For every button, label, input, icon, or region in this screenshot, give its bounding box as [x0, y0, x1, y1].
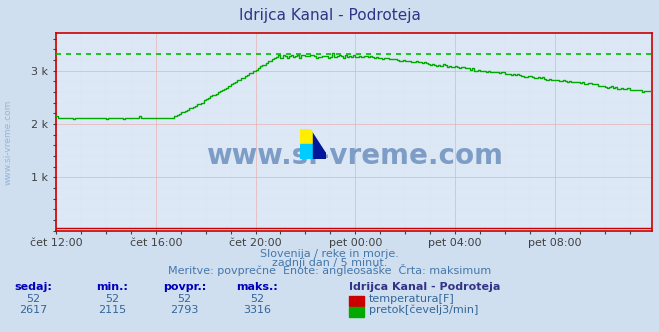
Text: sedaj:: sedaj: [14, 283, 52, 292]
Text: 52: 52 [177, 294, 192, 304]
Text: povpr.:: povpr.: [163, 283, 206, 292]
Text: min.:: min.: [96, 283, 128, 292]
Text: pretok[čevelj3/min]: pretok[čevelj3/min] [369, 304, 478, 315]
Text: Slovenija / reke in morje.: Slovenija / reke in morje. [260, 249, 399, 259]
Text: Idrijca Kanal - Podroteja: Idrijca Kanal - Podroteja [349, 283, 501, 292]
Text: 2793: 2793 [170, 305, 199, 315]
Bar [300, 129, 313, 144]
Text: 2617: 2617 [19, 305, 47, 315]
Text: 3316: 3316 [243, 305, 271, 315]
Text: 2115: 2115 [98, 305, 126, 315]
Text: 52: 52 [250, 294, 264, 304]
Polygon shape [313, 129, 326, 159]
Text: Meritve: povprečne  Enote: angleosaške  Črta: maksimum: Meritve: povprečne Enote: angleosaške Čr… [168, 264, 491, 276]
Text: zadnji dan / 5 minut.: zadnji dan / 5 minut. [272, 258, 387, 268]
Text: temperatura[F]: temperatura[F] [369, 294, 455, 304]
Polygon shape [312, 129, 326, 152]
Text: 52: 52 [105, 294, 119, 304]
Text: www.si-vreme.com: www.si-vreme.com [206, 142, 503, 170]
Text: maks.:: maks.: [236, 283, 278, 292]
Text: 52: 52 [26, 294, 40, 304]
Text: Idrijca Kanal - Podroteja: Idrijca Kanal - Podroteja [239, 8, 420, 23]
Bar [300, 144, 313, 159]
Text: www.si-vreme.com: www.si-vreme.com [3, 100, 13, 186]
